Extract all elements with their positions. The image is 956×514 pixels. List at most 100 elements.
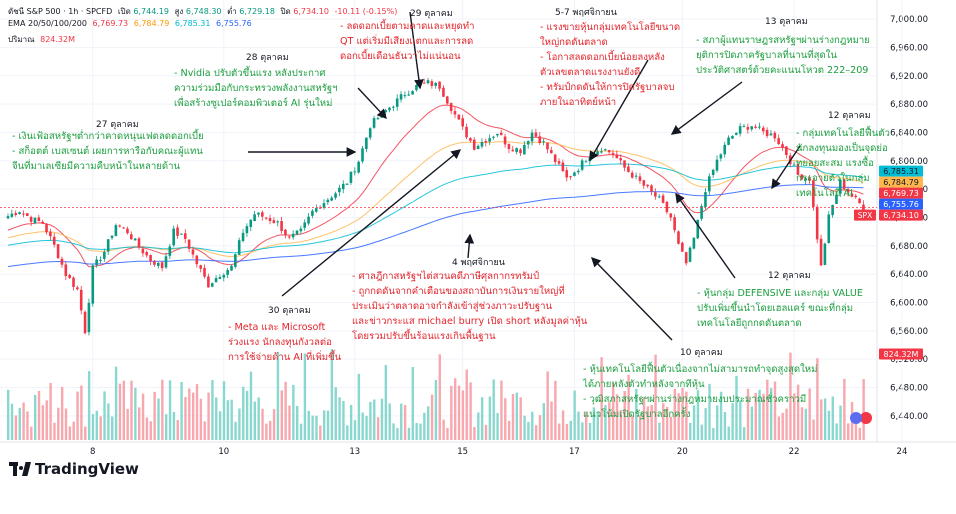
volume-bar (673, 388, 677, 440)
volume-bar (461, 390, 465, 440)
volume-bar (665, 407, 669, 440)
volume-bar (234, 421, 237, 440)
candle-body (754, 126, 757, 128)
candle-body (160, 262, 164, 269)
volume-bar (438, 354, 441, 440)
candle-body (846, 188, 850, 193)
candle-body (287, 236, 291, 238)
candle-body (76, 287, 79, 290)
price-tick-label: 6,840.00 (890, 128, 928, 138)
volume-bar (10, 403, 14, 440)
annotation-line: - สภาผู้แทนราษฎรสหรัฐฯผ่านร่างกฎหมาย (696, 35, 870, 46)
candle-body (469, 138, 472, 141)
low-value: 6,729.18 (239, 7, 275, 16)
candle-body (64, 264, 68, 277)
volume-bar (496, 413, 499, 440)
volume-bar (299, 423, 303, 440)
candle-body (291, 233, 295, 238)
candle-body (438, 81, 441, 89)
volume-bar (754, 392, 757, 440)
volume-header[interactable]: ปริมาณ 824.32M (8, 33, 75, 46)
candle-body (642, 180, 646, 186)
volume-bar (388, 403, 391, 440)
candle-body (103, 251, 106, 259)
candle-body (6, 216, 10, 219)
candle-body (761, 127, 765, 132)
candle-body (827, 214, 831, 244)
candle-body (45, 223, 48, 233)
candle-body (49, 231, 52, 237)
tradingview-logo[interactable]: TradingView (9, 460, 139, 478)
annotation-line: เทคโนโลยี AI (796, 188, 853, 199)
volume-bar (588, 422, 592, 440)
price-badge-text: 6,755.76 (883, 200, 919, 209)
price-badge: 6,734.10 SPX (854, 209, 923, 221)
volume-bar (654, 354, 657, 440)
candle-body (835, 194, 838, 204)
price-tick-label: 6,560.00 (890, 327, 928, 337)
candle-body (553, 154, 557, 162)
price-tick-label: 6,480.00 (890, 383, 928, 393)
close-label: ปิด (280, 7, 291, 16)
volume-bar (126, 408, 129, 440)
annotation-27oct: - เงินเฟ้อสหรัฐฯต่ำกว่าคาดหนุนเฟดลดดอกเบ… (12, 129, 204, 174)
candle-body (661, 195, 665, 203)
candle-body (334, 193, 337, 198)
annotation-line: - ลดดอกเบี้ยตามคาดและหยุดทำ (340, 21, 475, 32)
candle-body (576, 170, 580, 173)
volume-bar (569, 420, 572, 440)
volume-bar (18, 407, 21, 440)
volume-bar (527, 421, 530, 440)
volume-bar (766, 379, 769, 440)
candle-body (268, 218, 272, 222)
candle-body (692, 237, 696, 249)
annotation-line: แนวโน้มเปิดรัฐบาลอีกครั้ง (583, 409, 691, 420)
candle-body (773, 132, 777, 139)
candle-body (862, 204, 865, 211)
candle-body (422, 82, 426, 84)
symbol-title[interactable]: ดัชนี S&P 500 · 1h · SPCFD (8, 7, 113, 16)
candle-body (808, 177, 811, 181)
candle-body (823, 243, 827, 265)
volume-bar (777, 416, 781, 440)
candle-body (715, 159, 719, 171)
volume-bar (157, 398, 160, 440)
volume-bar (700, 424, 703, 440)
candle-body (322, 203, 326, 208)
candle-body (669, 213, 673, 218)
price-tick-label: 7,000.00 (890, 15, 928, 25)
volume-bar (311, 415, 314, 440)
volume-bar (704, 408, 707, 440)
candle-body (176, 227, 179, 236)
annotation-line: ภายในอาทิตย์หน้า (540, 97, 617, 108)
volume-bar (523, 415, 526, 440)
ema-label: EMA 20/50/100/200 (8, 19, 87, 28)
candle-body (52, 236, 56, 245)
volume-bar (7, 389, 10, 440)
candle-body (484, 141, 488, 143)
volume-bar (596, 412, 599, 440)
volume-bar (446, 427, 449, 440)
annotation-line: ตัวเลขตลาดแรงงานยังดี (540, 67, 641, 78)
volume-bar (392, 423, 395, 440)
volume-bar (176, 420, 179, 440)
volume-bar (492, 379, 495, 440)
candle-body (299, 228, 303, 232)
candle-body (349, 171, 353, 183)
candle-body (222, 274, 226, 278)
candle-body (638, 176, 642, 181)
volume-bar (758, 389, 761, 440)
price-badge: 6,755.76 (879, 198, 923, 210)
annotation-line: ใหญ่กดดันตลาด (540, 37, 608, 48)
volume-bar (141, 393, 145, 440)
candle-body (850, 193, 854, 197)
ema-header[interactable]: EMA 20/50/100/200 6,769.73 6,784.79 6,78… (8, 19, 255, 28)
time-tick-label: 15 (457, 447, 468, 457)
time-tick-label: 8 (90, 447, 95, 457)
volume-bar (41, 405, 45, 440)
candle-body (168, 246, 172, 256)
volume-bar (831, 396, 835, 440)
candle-body (195, 255, 199, 265)
candle-body (858, 198, 861, 204)
volume-bar (619, 410, 623, 440)
